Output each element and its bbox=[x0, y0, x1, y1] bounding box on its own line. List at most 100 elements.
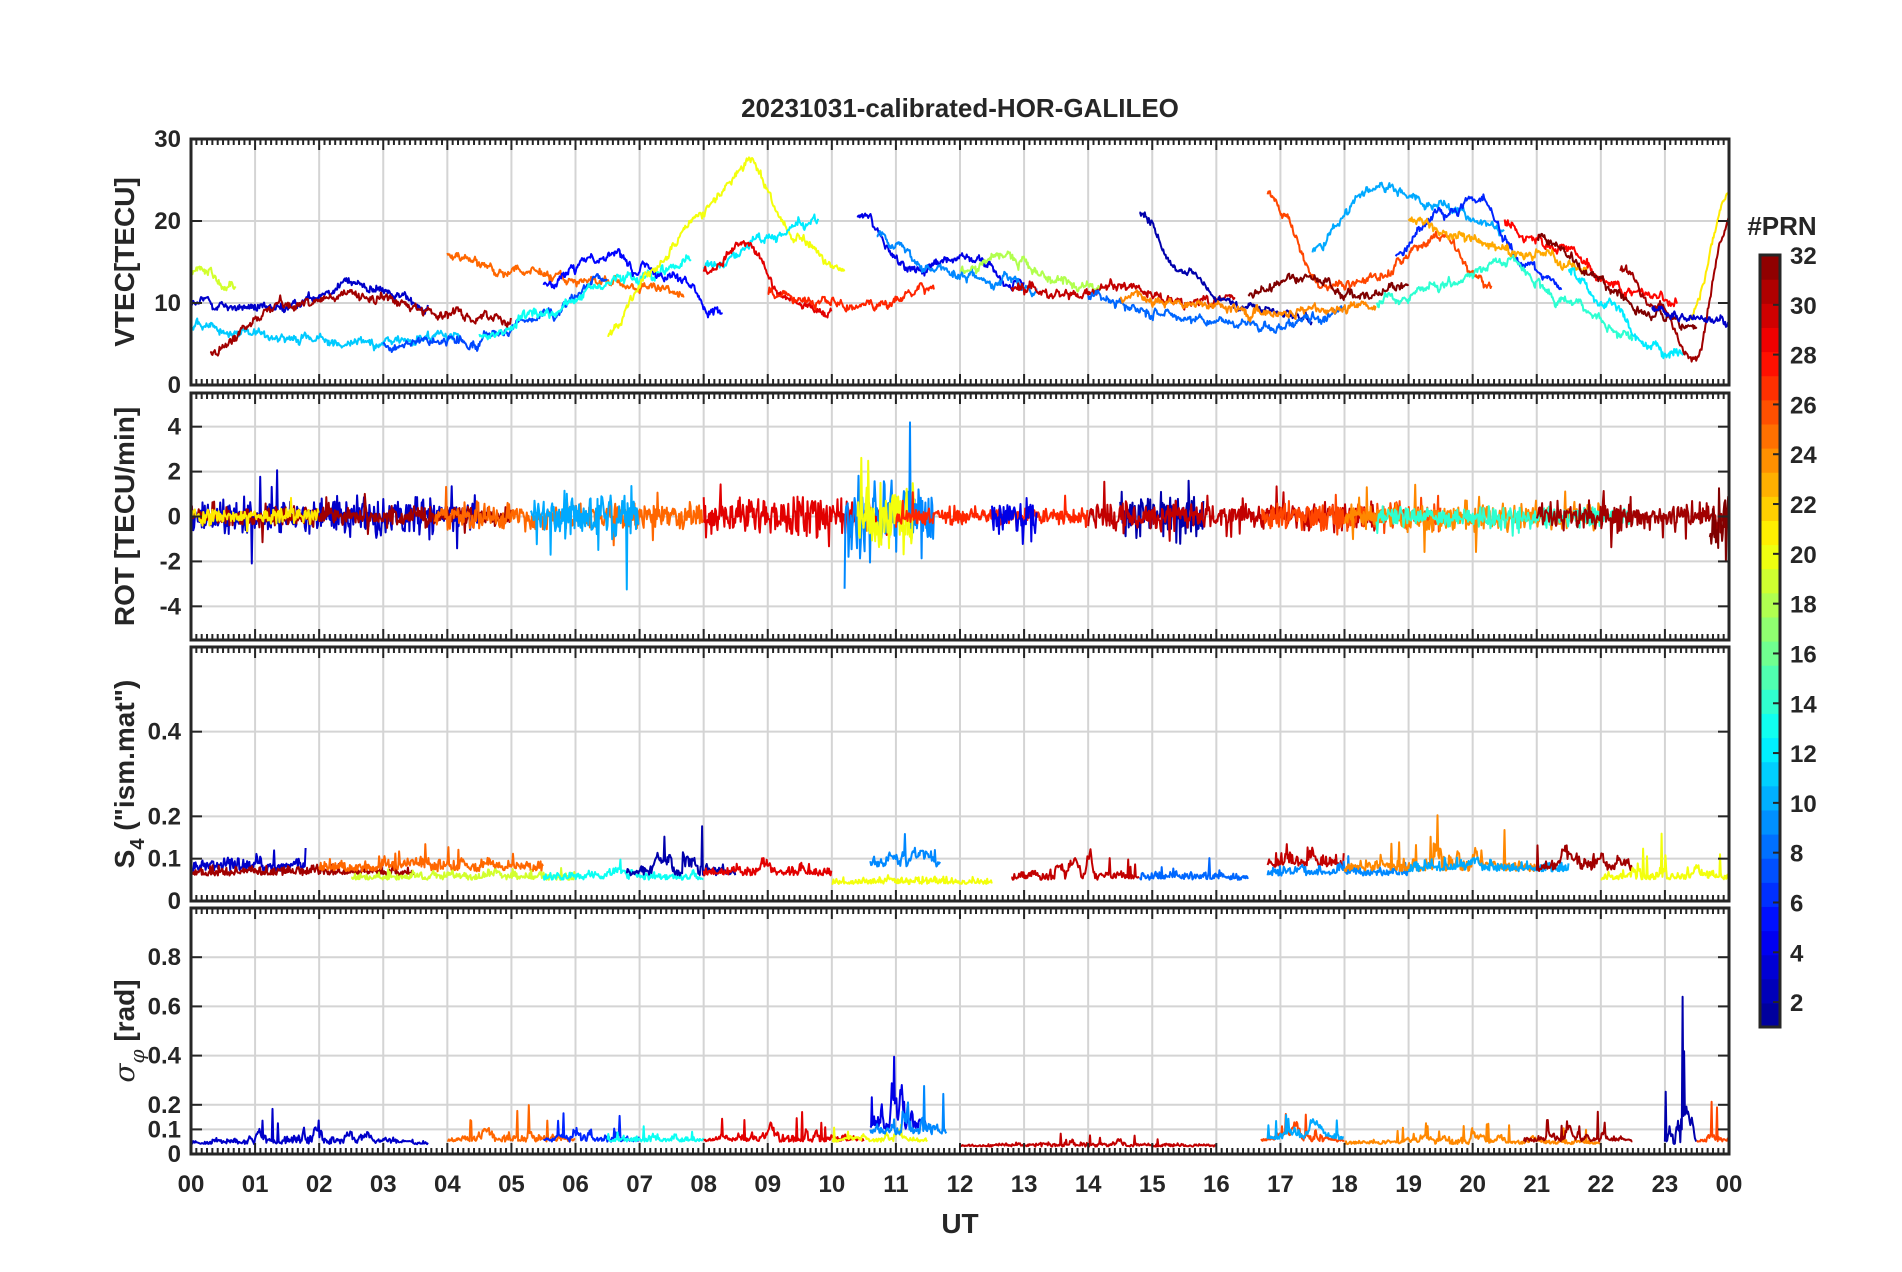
series-line-prn25 bbox=[318, 843, 544, 873]
x-tick-label: 14 bbox=[1075, 1171, 1102, 1198]
y-tick-label: 0.1 bbox=[148, 1116, 181, 1143]
y-axis-label-vtec: VTEC[TECU] bbox=[109, 177, 140, 347]
y-tick-label: -2 bbox=[160, 548, 181, 575]
colorbar-swatch bbox=[1760, 351, 1780, 377]
series-line-prn12 bbox=[702, 213, 820, 271]
x-tick-label: 10 bbox=[818, 1171, 845, 1198]
y-tick-label: 0.8 bbox=[148, 944, 181, 971]
y-tick-label: -4 bbox=[160, 593, 182, 620]
ticks-vtec: 0 10 20 30 bbox=[154, 126, 1730, 399]
colorbar-swatch bbox=[1760, 689, 1780, 714]
colorbar-tick-label: 20 bbox=[1790, 542, 1817, 569]
series-line-prn9 bbox=[869, 1085, 948, 1136]
colorbar-tick-label: 8 bbox=[1790, 841, 1803, 868]
series-line-prn21 bbox=[1689, 192, 1729, 321]
series-line-prn23 bbox=[1407, 216, 1589, 275]
y-tick-label: 0.2 bbox=[148, 803, 181, 830]
series-line-prn24 bbox=[1344, 1122, 1602, 1146]
series-line-prn2 bbox=[625, 825, 737, 877]
series-line-prn19 bbox=[350, 867, 576, 881]
ticks-sigma_phi: 00.10.2 0.4 0.6 0.8 bbox=[148, 908, 1730, 1168]
x-tick-label: 18 bbox=[1331, 1171, 1358, 1198]
series-line-prn13 bbox=[542, 858, 704, 881]
y-tick-label: 4 bbox=[168, 414, 182, 441]
series-line-prn10 bbox=[1266, 1114, 1344, 1141]
series-line-prn31 bbox=[1535, 844, 1634, 872]
colorbar-tick-label: 24 bbox=[1790, 442, 1817, 469]
colorbar-swatch bbox=[1760, 834, 1780, 859]
panel-s4: 00.10.20.4S4 ("ism.mat") bbox=[109, 645, 1731, 915]
y-tick-label: 30 bbox=[154, 126, 181, 153]
series-line-prn33 bbox=[1708, 487, 1729, 563]
series-line-prn12 bbox=[1567, 267, 1685, 360]
colorbar-tick-label: 6 bbox=[1790, 890, 1803, 917]
series-line-prn30 bbox=[1011, 848, 1140, 881]
series-line-prn31 bbox=[1535, 490, 1729, 549]
colorbar-swatch bbox=[1760, 785, 1780, 811]
y-label-part: ("ism.mat") bbox=[109, 680, 140, 839]
colorbar-swatch bbox=[1760, 713, 1780, 739]
series-line-prn14 bbox=[1375, 505, 1634, 537]
series-line-prn29 bbox=[702, 857, 833, 877]
colorbar-swatch bbox=[1760, 472, 1780, 497]
y-tick-label: 0 bbox=[168, 504, 181, 531]
series-line-prn25 bbox=[446, 252, 685, 298]
x-axis-label: UT bbox=[941, 1208, 978, 1239]
colorbar-swatch bbox=[1760, 327, 1780, 353]
series-line-prn3 bbox=[191, 277, 429, 315]
series-rot bbox=[191, 421, 1729, 591]
series-line-prn20 bbox=[1600, 832, 1729, 881]
colorbar-tick-label: 10 bbox=[1790, 791, 1817, 818]
colorbar-swatch bbox=[1760, 1002, 1780, 1028]
colorbar-swatch bbox=[1760, 592, 1780, 618]
x-axis: 00 01 02 03 04 05 06 07 08 09 10 11 12 13 14 15 16 17 18 19… bbox=[178, 1171, 1743, 1198]
series-line-prn29 bbox=[703, 1111, 865, 1143]
colorbar-swatch bbox=[1760, 809, 1780, 835]
series-line-prn20 bbox=[831, 1123, 928, 1143]
y-tick-label: 2 bbox=[168, 459, 181, 486]
x-tick-label: 03 bbox=[370, 1171, 397, 1198]
colorbar-swatch bbox=[1760, 520, 1780, 546]
series-line-prn28 bbox=[1503, 219, 1678, 308]
x-tick-label: 16 bbox=[1203, 1171, 1230, 1198]
colorbar-swatch bbox=[1760, 255, 1780, 280]
y-tick-label: 0 bbox=[168, 1141, 181, 1168]
x-tick-label: 11 bbox=[883, 1171, 908, 1198]
colorbar-swatch bbox=[1760, 496, 1780, 521]
series-line-prn21 bbox=[191, 496, 320, 533]
series-line-prn32 bbox=[1247, 272, 1410, 301]
series-line-prn3 bbox=[191, 847, 307, 873]
x-tick-label: 06 bbox=[562, 1171, 589, 1198]
series-line-prn14 bbox=[1375, 254, 1634, 342]
series-vtec bbox=[191, 156, 1729, 363]
y-label-part: [rad] bbox=[109, 979, 140, 1049]
colorbar-swatch bbox=[1760, 399, 1780, 425]
colorbar-tick-label: 22 bbox=[1790, 492, 1817, 519]
series-line-prn26 bbox=[1696, 1100, 1729, 1143]
series-line-prn27 bbox=[767, 282, 935, 313]
y-tick-label: 0.2 bbox=[148, 1092, 181, 1119]
series-line-prn9 bbox=[876, 230, 1038, 298]
colorbar-swatch bbox=[1760, 544, 1780, 570]
colorbar-swatch bbox=[1760, 423, 1780, 449]
colorbar-swatch bbox=[1760, 930, 1780, 956]
colorbar-swatch bbox=[1760, 279, 1780, 304]
series-line-prn20 bbox=[607, 156, 846, 337]
y-label-subscript: φ bbox=[125, 1049, 149, 1063]
colorbar-tick-label: 28 bbox=[1790, 343, 1817, 370]
x-tick-label: 05 bbox=[498, 1171, 525, 1198]
ticks-s4: 0 0.1 0.2 0.4 bbox=[148, 647, 1730, 915]
y-axis-label-s4: S4 ("ism.mat") bbox=[109, 680, 149, 869]
x-tick-label: 00 bbox=[178, 1171, 205, 1198]
series-line-prn2 bbox=[1139, 211, 1313, 326]
series-s4 bbox=[191, 814, 1729, 886]
series-line-prn9 bbox=[1266, 855, 1410, 877]
colorbar-frame bbox=[1758, 253, 1782, 1029]
series-line-prn31 bbox=[1522, 1110, 1633, 1143]
x-tick-label: 04 bbox=[434, 1171, 461, 1198]
x-tick-label: 21 bbox=[1523, 1171, 1550, 1198]
colorbar-tick-label: 16 bbox=[1790, 641, 1817, 668]
x-tick-label: 00 bbox=[1716, 1171, 1743, 1198]
